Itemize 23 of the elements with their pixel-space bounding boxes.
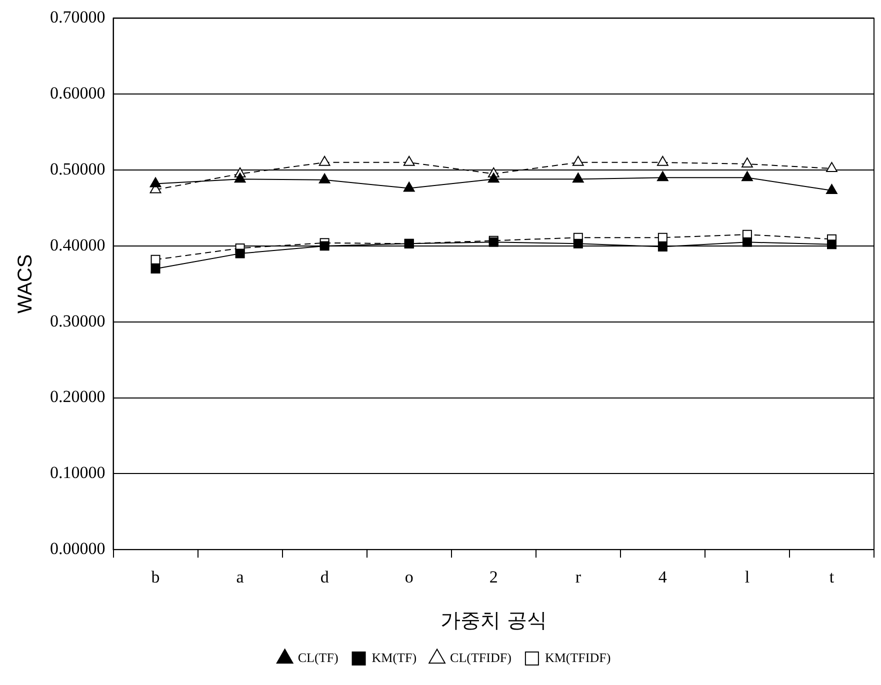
legend-label: KM(TFIDF) bbox=[544, 650, 611, 665]
legend-label: CL(TFIDF) bbox=[450, 650, 512, 665]
x-tick-label: a bbox=[236, 567, 244, 586]
y-axis-title: WACS bbox=[14, 254, 37, 314]
x-tick-label: o bbox=[404, 567, 414, 586]
y-tick-label: 0.40000 bbox=[50, 235, 106, 254]
legend-label: CL(TF) bbox=[298, 650, 338, 665]
y-tick-label: 0.30000 bbox=[50, 311, 106, 330]
x-tick-label: 2 bbox=[489, 567, 498, 586]
legend-label: KM(TF) bbox=[372, 650, 417, 665]
x-tick-label: 4 bbox=[658, 567, 668, 586]
x-tick-label: r bbox=[575, 567, 582, 586]
y-tick-label: 0.70000 bbox=[50, 8, 106, 27]
y-tick-label: 0.20000 bbox=[50, 387, 106, 406]
x-tick-label: l bbox=[744, 567, 750, 586]
y-tick-label: 0.10000 bbox=[50, 463, 106, 482]
x-tick-label: d bbox=[320, 567, 330, 586]
x-axis-title: 가중치 공식 bbox=[440, 608, 547, 632]
y-tick-label: 0.60000 bbox=[50, 84, 106, 103]
y-tick-label: 0.50000 bbox=[50, 159, 106, 178]
x-tick-label: t bbox=[829, 567, 834, 586]
y-tick-label: 0.00000 bbox=[50, 539, 106, 558]
x-tick-label: b bbox=[151, 567, 160, 586]
